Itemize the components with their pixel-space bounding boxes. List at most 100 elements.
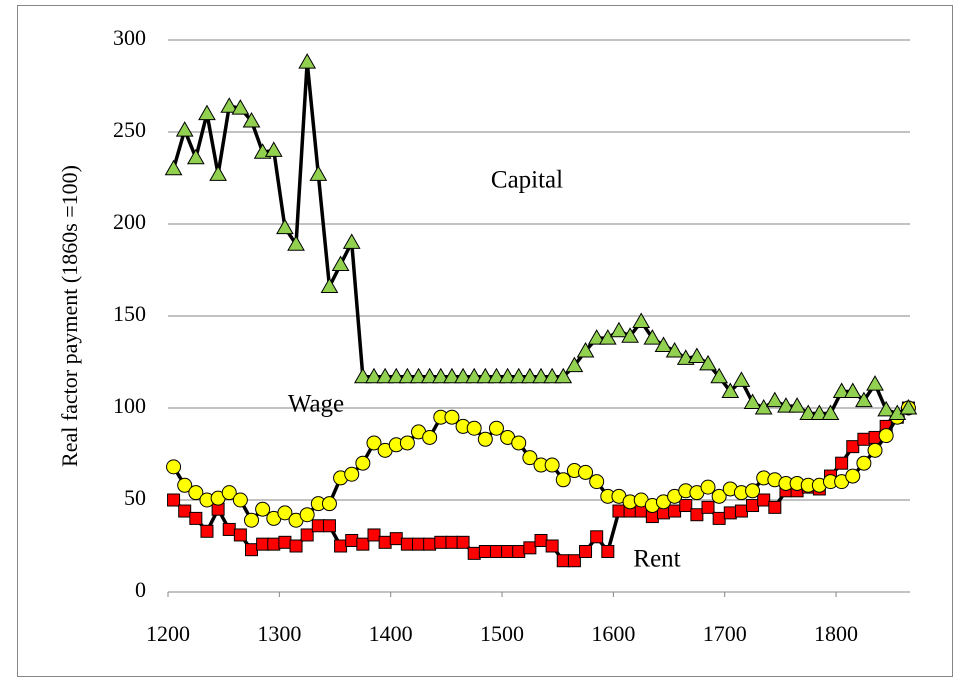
triangle-marker (866, 375, 884, 391)
triangle-marker (610, 321, 628, 338)
triangle-marker (877, 400, 896, 417)
circle-marker (700, 479, 716, 495)
x-tick-label: 1700 (703, 621, 747, 646)
triangle-marker (231, 99, 250, 115)
square-marker (701, 500, 715, 514)
y-tick-label: 300 (113, 25, 146, 50)
square-marker (400, 537, 414, 551)
circle-marker (555, 472, 571, 488)
triangle-marker (443, 367, 461, 384)
triangle-marker (276, 218, 294, 235)
triangle-marker (376, 367, 394, 384)
circle-marker (511, 435, 527, 451)
triangle-marker (721, 382, 740, 398)
y-tick-label: 200 (113, 209, 146, 234)
triangle-marker (431, 367, 450, 384)
y-tick-label: 250 (113, 117, 146, 142)
square-marker (512, 545, 526, 559)
circle-marker (321, 496, 337, 512)
circle-marker (867, 442, 883, 458)
square-marker (434, 535, 448, 549)
triangle-marker (287, 235, 305, 251)
annotation: Capital (491, 167, 563, 194)
square-marker (567, 554, 581, 568)
triangle-marker (353, 367, 372, 384)
circle-marker (845, 468, 861, 484)
circle-marker (188, 485, 204, 501)
square-marker (278, 535, 292, 549)
square-marker (200, 524, 214, 538)
square-marker (456, 535, 470, 549)
circle-marker (344, 466, 360, 482)
triangle-marker (788, 397, 806, 413)
circle-marker (745, 483, 761, 499)
circle-marker (578, 464, 594, 480)
circle-marker (244, 512, 260, 528)
triangle-marker (198, 104, 216, 121)
square-marker (612, 504, 626, 518)
square-marker (712, 511, 726, 525)
circle-marker (522, 450, 538, 466)
square-marker (467, 546, 481, 560)
triangle-marker (565, 356, 584, 373)
circle-marker (856, 455, 872, 471)
square-marker (746, 499, 760, 513)
triangle-marker (209, 165, 227, 181)
circle-marker (299, 507, 315, 523)
circle-marker (177, 477, 193, 493)
square-marker (556, 554, 570, 568)
triangle-marker (710, 367, 729, 384)
square-marker (256, 537, 270, 551)
triangle-marker (899, 398, 918, 415)
circle-marker (422, 429, 438, 445)
triangle-marker (175, 121, 194, 137)
circle-marker (166, 459, 182, 475)
triangle-marker (298, 53, 317, 69)
square-marker (334, 539, 348, 553)
triangle-marker (342, 233, 361, 249)
square-marker (679, 499, 693, 513)
square-marker (445, 535, 459, 549)
square-marker (189, 511, 203, 525)
square-marker (167, 493, 181, 507)
triangle-marker (855, 391, 873, 408)
circle-marker (444, 409, 460, 425)
square-marker (857, 432, 871, 446)
triangle-marker (387, 367, 406, 384)
circle-marker (488, 420, 504, 436)
triangle-marker (521, 367, 539, 384)
x-tick-label: 1600 (591, 621, 635, 646)
square-marker (178, 504, 192, 518)
square-marker (545, 539, 559, 553)
square-marker (233, 528, 247, 542)
triangle-marker (543, 367, 561, 384)
circle-marker (878, 428, 894, 444)
circle-marker (221, 485, 237, 501)
square-marker (367, 528, 381, 542)
circle-marker (255, 501, 271, 517)
triangle-marker (688, 347, 706, 363)
triangle-marker (743, 393, 762, 409)
x-tick-label: 1300 (257, 621, 301, 646)
triangle-marker (465, 367, 484, 384)
chart-border (17, 5, 953, 677)
triangle-marker (498, 367, 517, 384)
triangle-marker (532, 367, 550, 384)
triangle-marker (476, 367, 495, 384)
square-marker (245, 543, 259, 557)
triangle-marker (164, 159, 183, 176)
triangle-marker (621, 327, 639, 343)
square-marker (523, 541, 537, 555)
square-marker (412, 537, 426, 551)
square-marker (835, 456, 849, 470)
x-tick-label: 1400 (369, 621, 413, 646)
triangle-marker (810, 404, 829, 421)
triangle-marker (654, 336, 673, 352)
triangle-marker (331, 255, 350, 271)
square-marker (489, 545, 503, 559)
square-marker (478, 545, 492, 559)
square-marker (579, 545, 593, 559)
triangle-marker (799, 404, 818, 421)
triangle-marker (420, 367, 439, 384)
